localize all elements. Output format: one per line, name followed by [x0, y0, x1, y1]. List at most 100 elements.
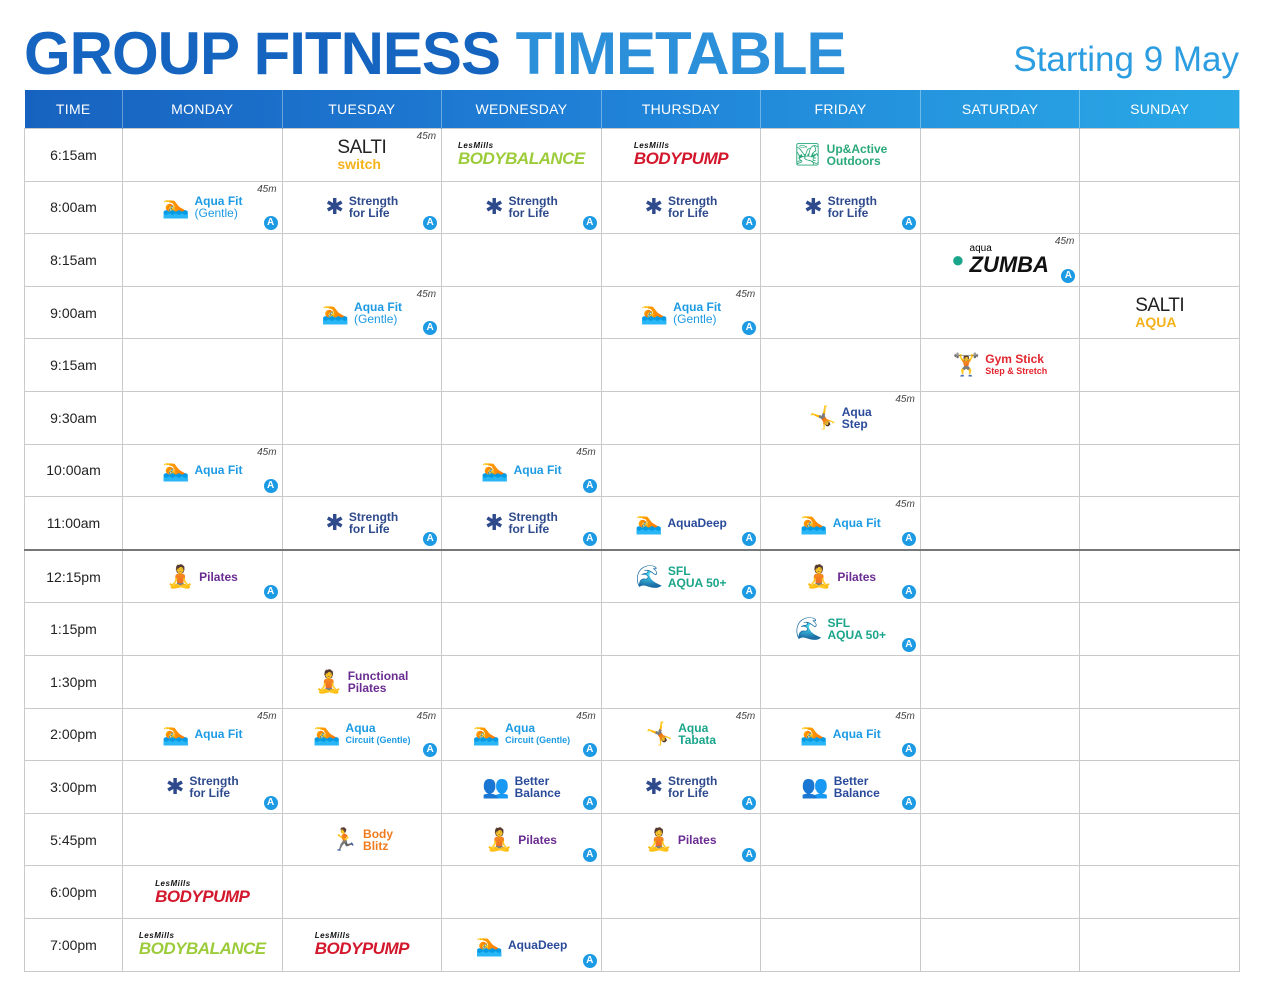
lesmills-wordmark: LesMills — [633, 141, 670, 151]
cell-sunday — [1079, 812, 1240, 867]
class-entry[interactable]: 🌊 SFL AQUA 50+ — [602, 551, 761, 603]
accessible-badge: A — [742, 531, 757, 546]
duration-label: 45m — [1054, 236, 1075, 248]
class-entry[interactable]: 🤸 Aqua Step — [761, 392, 920, 444]
cell-friday — [760, 865, 921, 919]
class-entry[interactable]: 🧘 Pilates — [442, 814, 601, 866]
cell-thursday — [600, 233, 762, 287]
cell-thursday — [600, 602, 762, 656]
class-entry[interactable]: ✱ Strength for Life — [442, 497, 601, 549]
class-entry[interactable]: ✱ Strength for Life — [283, 497, 442, 549]
class-entry[interactable]: 🏊 Aqua Fit — [123, 709, 282, 761]
class-name-main: Aqua — [345, 721, 376, 736]
class-entry[interactable]: 🏊 Aqua Fit — [761, 709, 920, 761]
class-name-sub: Pilates — [347, 680, 387, 695]
class-entry[interactable]: 🏊 Aqua Circuit (Gentle) — [442, 709, 601, 761]
lesmills-program-name: BODYPUMP — [155, 886, 250, 906]
class-entry[interactable]: 🏊 Aqua Fit — [761, 497, 920, 549]
cell-thursday: 🏊 AquaDeep A — [600, 496, 762, 551]
class-entry[interactable]: ✱ Strength for Life — [123, 761, 282, 813]
class-entry[interactable]: LesMills BODYPUMP — [123, 866, 282, 918]
sfl-aqua-icon: 🌊 — [635, 563, 663, 589]
class-name-main: Aqua Fit — [513, 463, 562, 478]
lesmills-wordmark: LesMills — [314, 931, 351, 941]
cell-friday — [760, 338, 921, 392]
class-entry[interactable]: 👥 Better Balance — [442, 761, 601, 813]
class-name: AquaDeep — [668, 517, 727, 529]
class-name-main: Aqua Fit — [832, 515, 881, 530]
class-entry[interactable]: ✱ Strength for Life — [602, 182, 761, 234]
class-entry[interactable]: 🧘 Functional Pilates — [283, 656, 442, 708]
accessible-badge: A — [742, 585, 757, 600]
class-name: Up&Active Outdoors — [827, 143, 888, 167]
class-entry[interactable]: LesMills BODYPUMP — [283, 919, 442, 971]
salti-variant: switch — [337, 156, 381, 173]
accessible-badge: A — [901, 743, 916, 758]
cell-monday: ✱ Strength for Life A — [122, 760, 283, 814]
class-entry[interactable]: LesMills BODYBALANCE — [442, 129, 601, 181]
cell-tuesday: 🏊 Aqua Fit (Gentle) 45m A — [281, 285, 443, 340]
class-entry[interactable]: ✱ Strength for Life — [442, 182, 601, 234]
class-name-sub: for Life — [348, 521, 390, 536]
class-name-main: Up&Active — [826, 141, 888, 156]
class-entry[interactable]: 🏊 Aqua Fit — [442, 445, 601, 497]
class-name-sub: Balance — [833, 785, 880, 800]
class-entry[interactable]: LesMills BODYPUMP — [602, 129, 761, 181]
time-slot: 11:00am — [24, 496, 123, 551]
accessible-badge: A — [582, 743, 597, 758]
class-entry[interactable]: SALTI switch — [283, 129, 442, 181]
class-name-sub: Circuit (Gentle) — [505, 735, 571, 746]
class-name-main: Aqua — [841, 404, 872, 419]
functional-pilates-icon: 🧘 — [315, 668, 343, 694]
cell-friday: 🏊 Aqua Fit 45m A — [760, 496, 921, 551]
timetable-row: 12:15pm 🧘 Pilates A 🌊 SFL AQUA 50+ A 🧘 Pilates A — [24, 548, 1240, 604]
class-entry[interactable]: 👥 Better Balance — [761, 761, 920, 813]
cell-wednesday — [441, 285, 602, 340]
cell-friday: 🤸 Aqua Step 45m — [760, 390, 921, 445]
cell-monday — [122, 654, 283, 709]
cell-wednesday: LesMills BODYBALANCE — [441, 128, 602, 182]
class-name-sub: Step & Stretch — [985, 366, 1048, 377]
accessible-badge: A — [263, 479, 278, 494]
cell-tuesday — [281, 602, 443, 656]
class-entry[interactable]: 🏊 Aqua Circuit (Gentle) — [283, 709, 442, 761]
class-name: AquaDeep — [508, 939, 567, 951]
strength-for-life-icon: ✱ — [485, 509, 504, 535]
lesmills-logo: LesMills BODYPUMP — [155, 879, 250, 906]
class-entry[interactable]: 🏊 Aqua Fit (Gentle) — [602, 287, 761, 339]
class-name: Aqua Fit (Gentle) — [194, 195, 242, 219]
class-entry[interactable]: 🏞 Up&Active Outdoors — [761, 129, 920, 181]
class-entry[interactable]: 🤸 Aqua Tabata — [602, 709, 761, 761]
class-entry[interactable]: SALTI AQUA — [1080, 287, 1239, 339]
title-part1: GROUP FITNESS — [24, 20, 501, 87]
class-entry[interactable]: 🌊 SFL AQUA 50+ — [761, 603, 920, 655]
class-name-main: Gym Stick — [985, 352, 1044, 367]
accessible-badge: A — [423, 531, 438, 546]
class-entry[interactable]: 🏋 Gym Stick Step & Stretch — [921, 339, 1080, 391]
class-entry[interactable]: ✱ Strength for Life — [602, 761, 761, 813]
cell-monday — [122, 812, 283, 867]
pilates-icon: 🧘 — [166, 563, 195, 589]
cell-thursday — [600, 338, 762, 392]
class-name: Aqua Tabata — [678, 722, 716, 746]
class-entry[interactable]: 🧘 Pilates — [123, 551, 282, 603]
aqua-tabata-icon: 🤸 — [645, 721, 674, 747]
class-entry[interactable]: ✱ Strength for Life — [283, 182, 442, 234]
class-entry[interactable]: 🧘 Pilates — [761, 551, 920, 603]
class-entry[interactable]: 🧘 Pilates — [602, 814, 761, 866]
class-entry[interactable]: 🏊 AquaDeep — [602, 497, 761, 549]
cell-sunday — [1079, 707, 1240, 762]
class-entry[interactable]: 🏊 Aqua Fit — [123, 445, 282, 497]
class-entry[interactable]: LesMills BODYBALANCE — [123, 919, 282, 971]
salti-logo: SALTI AQUA — [1135, 296, 1184, 329]
class-entry[interactable]: 🏊 Aqua Fit (Gentle) — [283, 287, 442, 339]
class-entry[interactable]: 🏃 Body Blitz — [283, 814, 442, 866]
class-entry[interactable]: ● aqua ZUMBA — [921, 234, 1080, 286]
cell-saturday — [919, 602, 1081, 656]
cell-saturday — [919, 443, 1081, 498]
class-entry[interactable]: 🏊 AquaDeep — [442, 919, 601, 971]
class-entry[interactable]: 🏊 Aqua Fit (Gentle) — [123, 182, 282, 234]
class-entry[interactable]: ✱ Strength for Life — [761, 182, 920, 234]
class-name-main: Functional — [347, 668, 409, 683]
class-name-sub: (Gentle) — [354, 311, 398, 326]
